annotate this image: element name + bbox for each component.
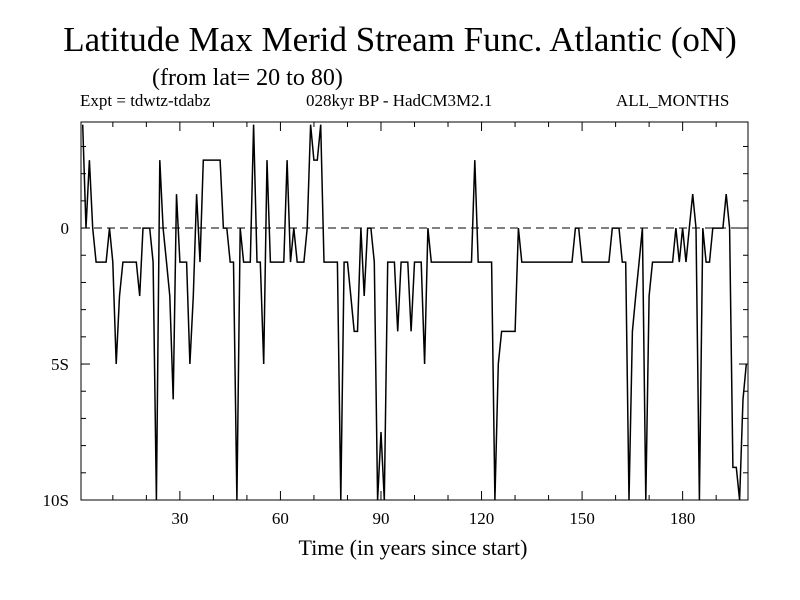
chart-title: Latitude Max Merid Stream Func. Atlantic…: [63, 20, 737, 59]
series-line: [81, 124, 748, 501]
x-tick-label: 30: [171, 509, 188, 528]
y-tick-label: 10S: [43, 491, 69, 510]
y-tick-label: 5S: [51, 355, 69, 374]
data-series: [81, 124, 748, 501]
axis-tick-labels: 30 60 90 120 150 180 0 5S 10S: [43, 219, 696, 528]
x-tick-label: 90: [372, 509, 389, 528]
x-axis-label: Time (in years since start): [298, 535, 528, 560]
chart-subtitle: (from lat= 20 to 80): [152, 65, 343, 91]
axis-ticks: [81, 122, 748, 501]
run-label: 028kyr BP - HadCM3M2.1: [306, 91, 493, 110]
y-tick-label: 0: [61, 219, 70, 238]
x-tick-label: 120: [469, 509, 495, 528]
x-tick-label: 150: [569, 509, 595, 528]
period-label: ALL_MONTHS: [616, 91, 730, 110]
experiment-label: Expt = tdwtz-tdabz: [80, 91, 211, 110]
x-tick-label: 180: [670, 509, 696, 528]
plot-frame: [80, 121, 749, 501]
x-tick-label: 60: [272, 509, 289, 528]
